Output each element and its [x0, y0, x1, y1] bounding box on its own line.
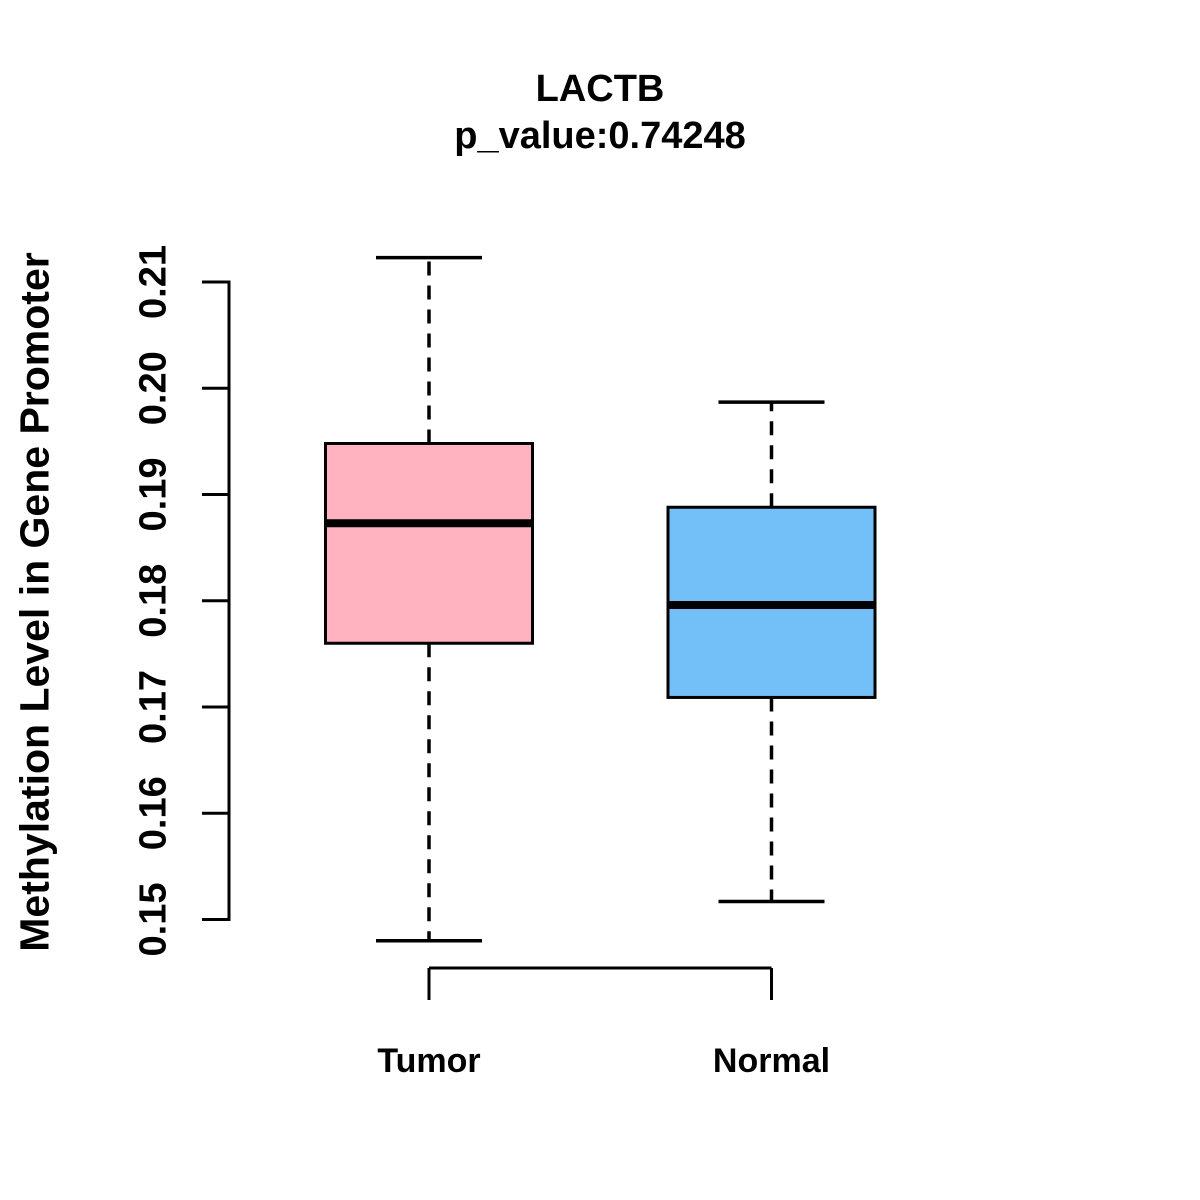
y-tick-label: 0.21 — [132, 245, 174, 319]
y-tick-label: 0.15 — [132, 883, 174, 957]
y-tick-label: 0.19 — [132, 458, 174, 532]
x-category-label-tumor: Tumor — [377, 1042, 480, 1080]
box-tumor — [324, 442, 534, 645]
y-tick-label: 0.20 — [132, 351, 174, 425]
chart-title-block: LACTB p_value:0.74248 — [0, 66, 1200, 160]
y-tick-label: 0.18 — [132, 564, 174, 638]
chart-title: LACTB — [535, 68, 665, 110]
x-category-label-normal: Normal — [713, 1042, 830, 1080]
y-tick-label: 0.16 — [132, 776, 174, 850]
chart-subtitle: p_value:0.74248 — [454, 115, 746, 157]
y-tick-label: 0.17 — [132, 670, 174, 744]
